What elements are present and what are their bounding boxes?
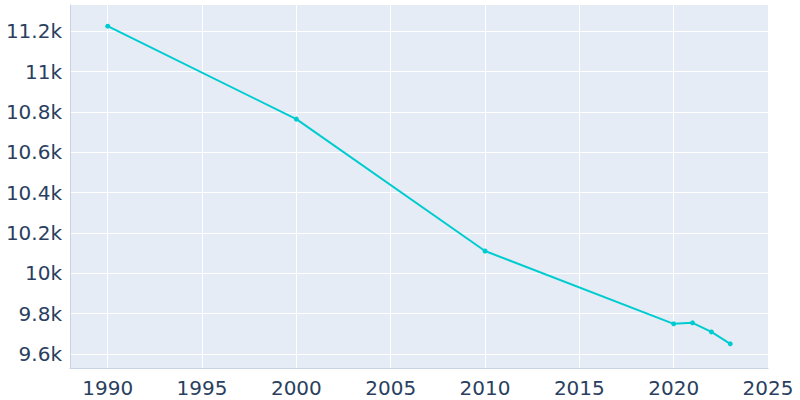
- svg-text:9.8k: 9.8k: [19, 302, 63, 326]
- svg-text:11k: 11k: [25, 60, 62, 84]
- svg-text:2020: 2020: [648, 376, 699, 400]
- svg-text:2000: 2000: [271, 376, 322, 400]
- svg-text:10k: 10k: [25, 261, 62, 285]
- svg-text:9.6k: 9.6k: [19, 342, 63, 366]
- svg-text:10.8k: 10.8k: [6, 100, 63, 124]
- svg-text:2025: 2025: [743, 376, 794, 400]
- svg-text:10.6k: 10.6k: [6, 140, 63, 164]
- svg-text:11.2k: 11.2k: [6, 19, 63, 43]
- svg-text:2010: 2010: [460, 376, 511, 400]
- svg-text:1990: 1990: [82, 376, 133, 400]
- svg-text:10.2k: 10.2k: [6, 221, 63, 245]
- svg-text:10.4k: 10.4k: [6, 181, 63, 205]
- svg-text:1995: 1995: [177, 376, 228, 400]
- svg-text:2015: 2015: [554, 376, 605, 400]
- svg-text:2005: 2005: [365, 376, 416, 400]
